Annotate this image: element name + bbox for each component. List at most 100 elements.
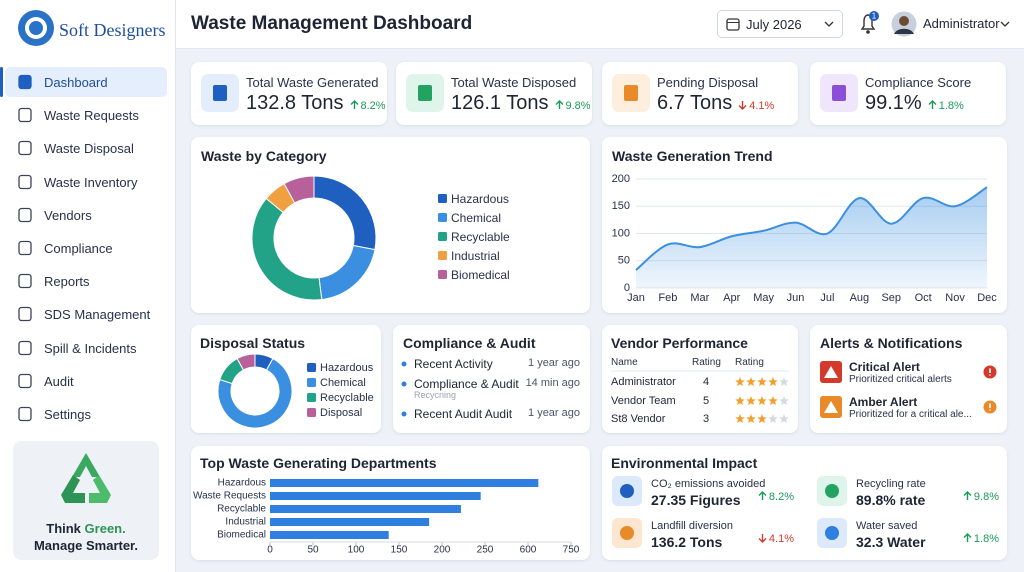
icon-shape — [832, 85, 846, 101]
icon-shape — [18, 174, 32, 189]
promo-card: Think Green. Manage Smarter. — [13, 441, 159, 560]
impact-label: CO₂ emissions avoided — [651, 478, 766, 490]
card-title: Disposal Status — [200, 335, 306, 351]
trend-arrow — [963, 533, 972, 542]
vendor-name: Administrator — [611, 376, 676, 388]
nav-label: Reports — [44, 274, 90, 290]
departments: Top Waste Generating Departments 0 50 100 15… — [191, 446, 590, 560]
nav-item[interactable]: Dashboard — [0, 67, 167, 97]
kpi-label: Total Waste Disposed — [451, 75, 577, 90]
nav-item[interactable]: Compliance — [5, 233, 167, 263]
nav-icon — [18, 340, 32, 355]
change-value: 8.2% — [768, 491, 794, 503]
y-tick-label: 50 — [618, 255, 630, 267]
chevron — [1000, 21, 1010, 27]
avatar[interactable] — [891, 11, 917, 37]
arrow-shape — [963, 491, 972, 500]
nav-item[interactable]: Waste Disposal — [5, 133, 167, 163]
change-value: 4.1% — [768, 533, 794, 545]
category-label: Biomedical — [217, 530, 266, 541]
disposal-status: Disposal Status Hazardous Chemical Recyclab… — [191, 325, 381, 433]
icon-shape — [824, 366, 838, 378]
activity-label: Compliance & Audit — [414, 377, 519, 391]
star — [779, 377, 789, 387]
nav-item[interactable]: Audit — [5, 366, 167, 396]
category-label: Recyclable — [217, 504, 266, 515]
star — [735, 395, 745, 405]
bullet — [401, 381, 407, 387]
donut-segment — [217, 357, 293, 429]
sidebar: Soft Designers Dashboard Waste Requests Wa… — [0, 0, 176, 572]
chart — [217, 353, 293, 429]
kpi-value: 6.7 Tons — [657, 92, 733, 114]
column-header: Rating — [735, 357, 764, 368]
nav-item[interactable]: Vendors — [5, 200, 167, 230]
nav-label: Spill & Incidents — [44, 340, 137, 356]
nav-icon — [18, 207, 32, 222]
period-select[interactable]: July 2026 — [717, 10, 843, 38]
activity-sub: Recycning — [414, 390, 457, 400]
icon-shape — [18, 274, 32, 289]
column-header: Rating — [692, 357, 721, 368]
header: Waste Management Dashboard July 2026 1 A… — [176, 0, 1024, 49]
nav-item[interactable]: Waste Inventory — [5, 167, 167, 197]
alert-title: Critical Alert — [849, 360, 920, 374]
alert-badge — [983, 365, 997, 379]
icon-shape — [18, 373, 32, 388]
nav-item[interactable]: Reports — [5, 266, 167, 296]
star-rating — [735, 395, 789, 405]
trend-arrow — [738, 101, 747, 110]
chevron — [824, 21, 834, 27]
nav-icon — [18, 141, 32, 156]
swatch — [438, 251, 447, 260]
x-tick-label: 250 — [477, 545, 494, 556]
nav-item[interactable]: Settings — [5, 399, 167, 429]
swatch — [438, 270, 447, 279]
bullet — [401, 361, 407, 367]
bar — [270, 479, 539, 487]
dot — [401, 361, 407, 367]
icon-shape — [18, 340, 32, 355]
impact-icon — [612, 476, 642, 506]
legend-label: Recyclable — [320, 391, 374, 404]
nav-label: Waste Inventory — [44, 174, 138, 190]
nav-item[interactable]: Waste Requests — [5, 100, 167, 130]
card-title: Environmental Impact — [611, 455, 758, 471]
nav-icon — [18, 307, 32, 322]
star — [768, 395, 778, 405]
nav-item[interactable]: Spill & Incidents — [5, 333, 167, 363]
trend-arrow — [758, 491, 767, 500]
user-name[interactable]: Administrator — [923, 16, 1000, 31]
trend-arrow — [963, 491, 972, 500]
card-title: Top Waste Generating Departments — [200, 455, 437, 471]
impact-change: 1.8% — [947, 533, 999, 545]
legend-swatch — [438, 251, 447, 260]
legend-label: Chemical — [320, 376, 366, 389]
trend-arrow — [555, 100, 563, 109]
impact-icon — [612, 518, 642, 548]
activity-time: 1 year ago — [528, 357, 580, 369]
star-rating — [735, 414, 789, 424]
legend-label: Recyclable — [451, 230, 510, 244]
chart — [251, 175, 377, 301]
kpi-card: Compliance Score 99.1% 1.8% — [810, 62, 1006, 125]
nav-item[interactable]: SDS Management — [5, 299, 167, 329]
nav-icon — [18, 406, 32, 422]
kpi-card: Total Waste Generated 132.8 Tons 8.2% — [191, 62, 387, 125]
bullet — [401, 411, 407, 417]
x-tick-label: May — [753, 292, 774, 304]
kpi-icon — [201, 74, 239, 112]
icon-shape — [824, 401, 838, 413]
nav-label: SDS Management — [44, 307, 151, 323]
donut-segment — [313, 175, 377, 251]
x-tick-label: Mar — [690, 292, 709, 304]
bar — [270, 492, 481, 500]
vendor-name: St8 Vendor — [611, 413, 666, 425]
icon-shape — [18, 240, 32, 256]
nav-icon — [18, 174, 32, 189]
impact-value: 89.8% rate — [856, 492, 926, 508]
vendor-performance: Vendor Performance Name Rating Rating Admini… — [602, 325, 798, 433]
divider — [611, 370, 789, 372]
notifications[interactable]: 1 — [858, 10, 882, 36]
